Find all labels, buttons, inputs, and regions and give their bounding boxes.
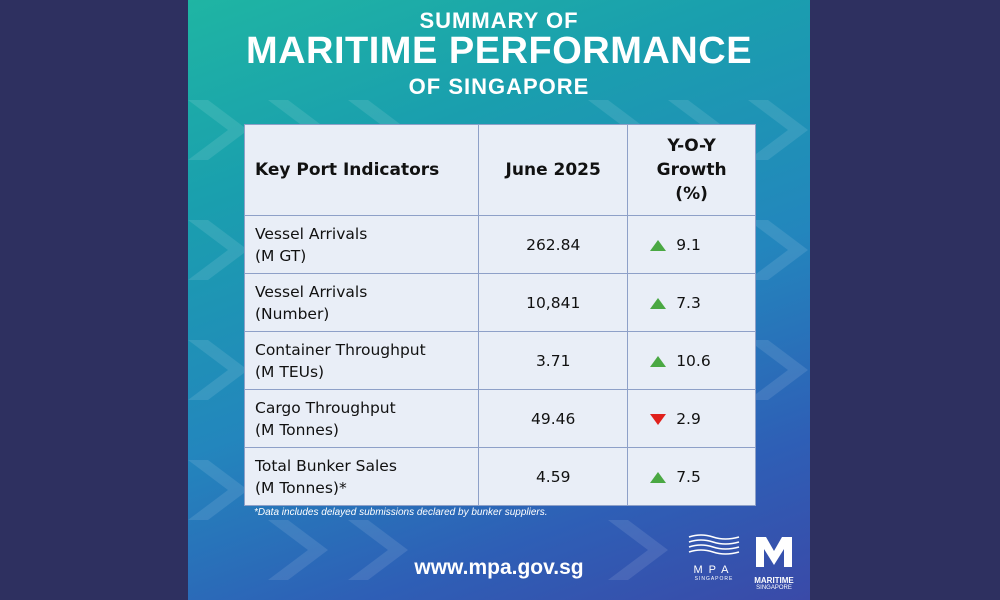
row-growth: 9.1	[627, 215, 756, 274]
header-indicators: Key Port Indicators	[243, 124, 480, 216]
up-triangle-icon	[650, 355, 667, 367]
row-label: Container Throughput (M TEUs)	[243, 331, 480, 390]
row-value: 3.71	[478, 331, 629, 390]
ms-logo-line-2: SINGAPORE	[756, 585, 792, 591]
row-label-line-1: Vessel Arrivals	[255, 224, 368, 243]
infographic-panel: SUMMARY OF MARITIME PERFORMANCE OF SINGA…	[188, 0, 810, 600]
row-label-line-1: Vessel Arrivals	[255, 282, 368, 301]
row-value: 262.84	[478, 215, 629, 274]
header-growth-line-2: Growth	[656, 160, 727, 180]
title-line-3: OF SINGAPORE	[408, 74, 590, 99]
maritime-singapore-logo: MARITIME SINGAPORE	[746, 535, 802, 591]
mpa-logo-name: MPA	[693, 564, 735, 576]
website-url: www.mpa.gov.sg	[414, 556, 584, 579]
header-growth-line-1: Y-O-Y	[667, 136, 716, 156]
row-label: Cargo Throughput (M Tonnes)	[243, 389, 480, 448]
header-month: June 2025	[478, 124, 629, 216]
up-triangle-icon	[650, 471, 667, 483]
table-row: Total Bunker Sales (M Tonnes)* 4.59 7.5	[243, 447, 756, 506]
header-growth: Y-O-Y Growth (%)	[627, 124, 756, 216]
row-value: 49.46	[478, 389, 629, 448]
row-growth: 2.9	[627, 389, 756, 448]
indicators-table: Key Port Indicators June 2025 Y-O-Y Grow…	[243, 124, 756, 506]
up-triangle-icon	[650, 239, 667, 251]
row-label-line-2: (Number)	[255, 304, 330, 323]
row-value: 10,841	[478, 273, 629, 332]
table-row: Vessel Arrivals (M GT) 262.84 9.1	[243, 215, 756, 274]
row-label-line-2: (M GT)	[255, 246, 307, 265]
mpa-waves-icon	[688, 534, 740, 555]
footnote: *Data includes delayed submissions decla…	[254, 507, 548, 518]
mpa-logo-sub: SINGAPORE	[694, 576, 734, 582]
row-growth: 7.3	[627, 273, 756, 332]
growth-value: 7.3	[676, 293, 701, 312]
growth-value: 9.1	[676, 235, 701, 254]
growth-value: 7.5	[676, 467, 701, 486]
growth-value: 10.6	[676, 351, 711, 370]
row-label: Vessel Arrivals (M GT)	[243, 215, 480, 274]
up-triangle-icon	[650, 297, 667, 309]
header-growth-line-3: (%)	[675, 184, 708, 204]
title-line-1: SUMMARY OF	[419, 8, 579, 33]
row-label-line-1: Container Throughput	[255, 340, 426, 359]
row-label-line-2: (M TEUs)	[255, 362, 325, 381]
table-row: Container Throughput (M TEUs) 3.71 10.6	[243, 331, 756, 390]
title-line-2: MARITIME PERFORMANCE	[245, 30, 753, 72]
row-label: Vessel Arrivals (Number)	[243, 273, 480, 332]
table-row: Vessel Arrivals (Number) 10,841 7.3	[243, 273, 756, 332]
table-row: Cargo Throughput (M Tonnes) 49.46 2.9	[243, 389, 756, 448]
row-label-line-1: Cargo Throughput	[255, 398, 396, 417]
row-value: 4.59	[478, 447, 629, 506]
ms-logo-line-1: MARITIME	[754, 576, 794, 585]
maritime-m-icon	[756, 537, 792, 567]
growth-value: 2.9	[676, 409, 701, 428]
mpa-logo: MPA SINGAPORE	[684, 533, 744, 582]
row-growth: 10.6	[627, 331, 756, 390]
row-label-line-1: Total Bunker Sales	[255, 456, 397, 475]
row-label-line-2: (M Tonnes)	[255, 420, 339, 439]
row-label: Total Bunker Sales (M Tonnes)*	[243, 447, 480, 506]
table-header-row: Key Port Indicators June 2025 Y-O-Y Grow…	[243, 124, 756, 216]
down-triangle-icon	[650, 413, 667, 425]
row-label-line-2: (M Tonnes)*	[255, 478, 347, 497]
row-growth: 7.5	[627, 447, 756, 506]
